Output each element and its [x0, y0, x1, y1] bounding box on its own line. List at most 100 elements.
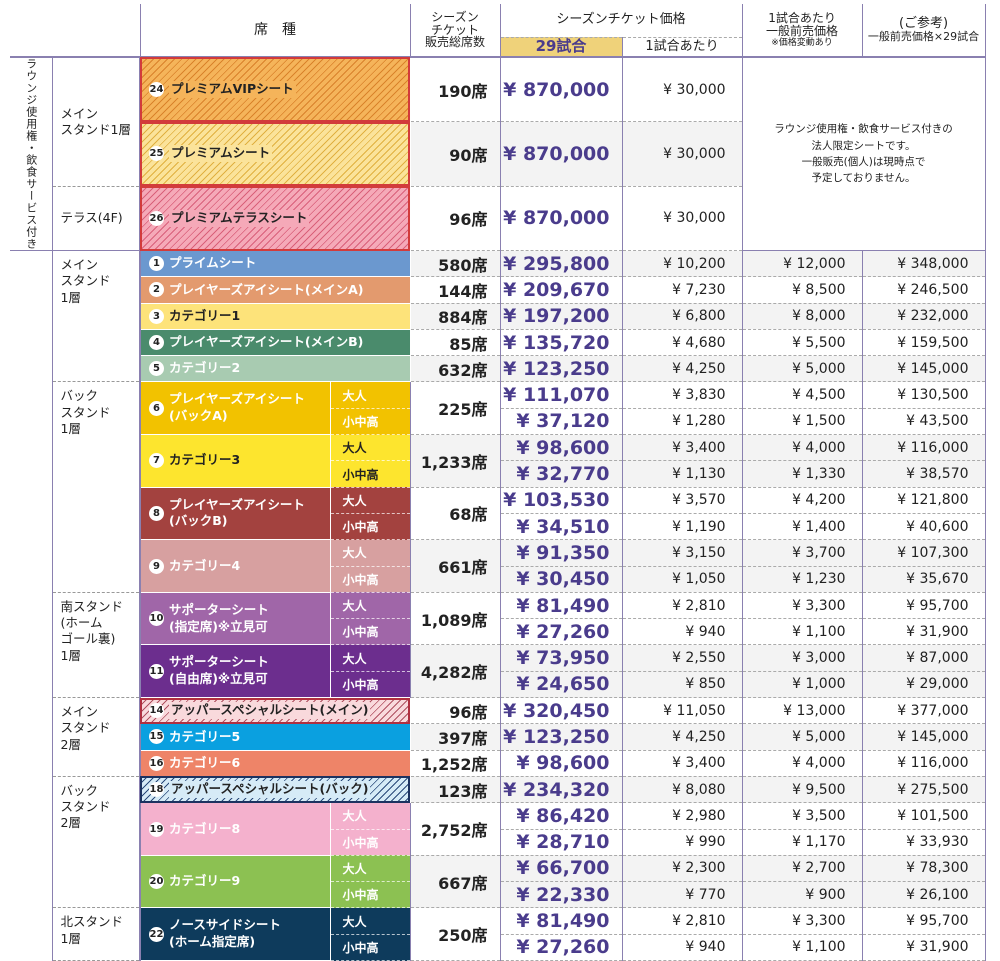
table-row: 20 カテゴリー9 大人 667席 ¥ 66,700 ¥ 2,300 ¥ 2,700 ¥ 78…: [10, 854, 986, 909]
general-price: ¥ 3,000: [741, 644, 863, 672]
seat-label: 6 プレイヤーズアイシート (バックA): [149, 391, 330, 425]
table-row-premium: ラウンジ使用権・飲食サービス付き メイン スタンド1層 24 プレミアムVIPシート 1…: [10, 56, 986, 251]
seat-count: 632席: [409, 355, 500, 383]
per-game-price: ¥ 2,980: [621, 802, 743, 830]
reference-price: ¥ 116,000: [861, 750, 986, 777]
season-total-price: ¥ 81,490: [499, 592, 622, 620]
seat-number-badge: 5: [149, 361, 164, 377]
stand-label: バック スタンド 2層: [51, 776, 140, 909]
ticket-tier-label: 小中高: [329, 460, 410, 488]
seat-count: 190席: [409, 57, 500, 122]
table-row: 小中高 ¥ 28,710 ¥ 990 ¥ 1,170 ¥ 33,930: [10, 829, 986, 856]
header-seat-type: 席 種: [139, 4, 410, 58]
per-game-price: ¥ 6,800: [621, 303, 743, 330]
table-row: 4 プレイヤーズアイシート(メインB) 85席 ¥ 135,720 ¥ 4,680 ¥ 5…: [10, 328, 986, 357]
header-reference-label: (ご参考): [898, 16, 949, 32]
seat-label: 9 カテゴリー4: [149, 558, 330, 575]
reference-price: ¥ 29,000: [861, 671, 986, 699]
seat-number-badge: 16: [149, 755, 164, 771]
ticket-tier-label: 小中高: [329, 934, 410, 961]
seat-number-badge: 4: [149, 335, 164, 351]
seat-label: 25 プレミアムシート: [149, 145, 410, 163]
reference-price: ¥ 121,800: [861, 487, 986, 514]
premium-note: ラウンジ使用権・飲食サービス付きの 法人限定シートです。 一般販売(個人)は現時…: [741, 57, 986, 251]
table-row: 小中高 ¥ 27,260 ¥ 940 ¥ 1,100 ¥ 31,900: [10, 618, 986, 646]
seat-number-badge: 19: [149, 821, 164, 837]
general-price: ¥ 8,500: [741, 276, 863, 304]
seat-label: 8 プレイヤーズアイシート (バックB): [149, 497, 330, 531]
seat-count: 250席: [409, 907, 500, 961]
seat-number-badge: 7: [149, 453, 164, 469]
season-total-price: ¥ 24,650: [499, 671, 622, 699]
seat-number-badge: 2: [149, 282, 164, 298]
season-total-price: ¥ 123,250: [499, 723, 622, 751]
seat-count: 123席: [409, 776, 500, 804]
header-blank: [10, 4, 140, 58]
per-game-price: ¥ 8,080: [621, 776, 743, 804]
general-price: ¥ 5,500: [741, 329, 863, 357]
general-price: ¥ 3,500: [741, 802, 863, 830]
general-price: ¥ 12,000: [741, 250, 863, 278]
ticket-tier-label: 小中高: [329, 671, 410, 699]
general-price: ¥ 1,330: [741, 460, 863, 488]
stand-label: メイン スタンド 1層: [51, 250, 140, 383]
seat-count: 1,233席: [409, 434, 500, 488]
season-total-price: ¥ 870,000: [499, 57, 622, 122]
reference-price: ¥ 26,100: [861, 881, 986, 909]
season-total-price: ¥ 135,720: [499, 329, 622, 357]
general-price: ¥ 4,500: [741, 381, 863, 409]
seat-label: 24 プレミアムVIPシート: [149, 81, 410, 98]
seat-count: 667席: [409, 855, 500, 909]
stand-label: 南スタンド (ホーム ゴール裏) 1層: [51, 592, 140, 699]
ticket-tier-label: 大人: [329, 381, 410, 409]
reference-price: ¥ 87,000: [861, 644, 986, 672]
seat-count: 661席: [409, 539, 500, 593]
seat-number-badge: 20: [149, 874, 164, 890]
seat-number-badge: 24: [149, 82, 164, 97]
season-total-price: ¥ 37,120: [499, 408, 622, 436]
seat-name: サポーターシート (指定席)※立見可: [169, 601, 269, 634]
per-game-price: ¥ 940: [621, 618, 743, 646]
table-header: 席 種 シーズン チケット 販売総席数 シーズンチケット価格 1試合あたり 一般…: [10, 4, 986, 58]
reference-price: ¥ 377,000: [861, 697, 986, 725]
seat-name-cell: 18 アッパースペシャルシート(バック): [139, 775, 411, 804]
season-total-price: ¥ 86,420: [499, 802, 622, 830]
reference-price: ¥ 246,500: [861, 276, 986, 304]
premium-side-label: ラウンジ使用権・飲食サービス付き: [10, 57, 52, 251]
stand-label: テラス(4F): [51, 186, 140, 251]
seat-name-cell: 20 カテゴリー9: [139, 854, 331, 909]
seat-count: 85席: [409, 329, 500, 357]
per-game-price: ¥ 3,150: [621, 539, 743, 567]
seat-name-cell: 8 プレイヤーズアイシート (バックB): [139, 486, 331, 541]
reference-price: ¥ 35,670: [861, 566, 986, 593]
seat-count: 1,089席: [409, 592, 500, 646]
seat-name: ノースサイドシート (ホーム指定席): [169, 917, 281, 950]
seat-count: 144席: [409, 276, 500, 304]
seat-number-badge: 10: [149, 611, 164, 627]
seat-label: 16 カテゴリー6: [149, 755, 410, 772]
seat-name: プレイヤーズアイシート(メインA): [169, 281, 364, 297]
seat-name-cell: 26 プレミアムテラスシート: [139, 185, 411, 251]
per-game-price: ¥ 4,250: [621, 355, 743, 383]
general-price: ¥ 5,000: [741, 723, 863, 751]
seat-label: 11 サポーターシート (自由席)※立見可: [149, 654, 330, 688]
per-game-price: ¥ 1,050: [621, 566, 743, 593]
stand-label: メイン スタンド 2層: [51, 697, 140, 777]
per-game-price: ¥ 1,190: [621, 513, 743, 541]
seat-label: 14 アッパースペシャルシート(メイン): [149, 702, 410, 720]
seat-name-cell: 14 アッパースペシャルシート(メイン): [139, 697, 411, 725]
seat-count: 225席: [409, 381, 500, 436]
stand-label: バック スタンド 1層: [51, 381, 140, 593]
general-price: ¥ 9,500: [741, 776, 863, 804]
seat-label: 10 サポーターシート (指定席)※立見可: [149, 602, 330, 636]
per-game-price: ¥ 3,570: [621, 487, 743, 514]
seat-count: 96席: [409, 186, 500, 251]
seat-count: 4,282席: [409, 644, 500, 699]
table-row: 小中高 ¥ 24,650 ¥ 850 ¥ 1,000 ¥ 29,000: [10, 671, 986, 699]
seat-name-cell: 7 カテゴリー3: [139, 434, 331, 488]
table-row: 11 サポーターシート (自由席)※立見可 大人 4,282席 ¥ 73,950 ¥ 2,…: [10, 644, 986, 699]
seat-name-cell: 11 サポーターシート (自由席)※立見可: [139, 644, 331, 699]
reference-price: ¥ 95,700: [861, 592, 986, 620]
seat-number-badge: 3: [149, 308, 164, 324]
reference-price: ¥ 33,930: [861, 829, 986, 856]
